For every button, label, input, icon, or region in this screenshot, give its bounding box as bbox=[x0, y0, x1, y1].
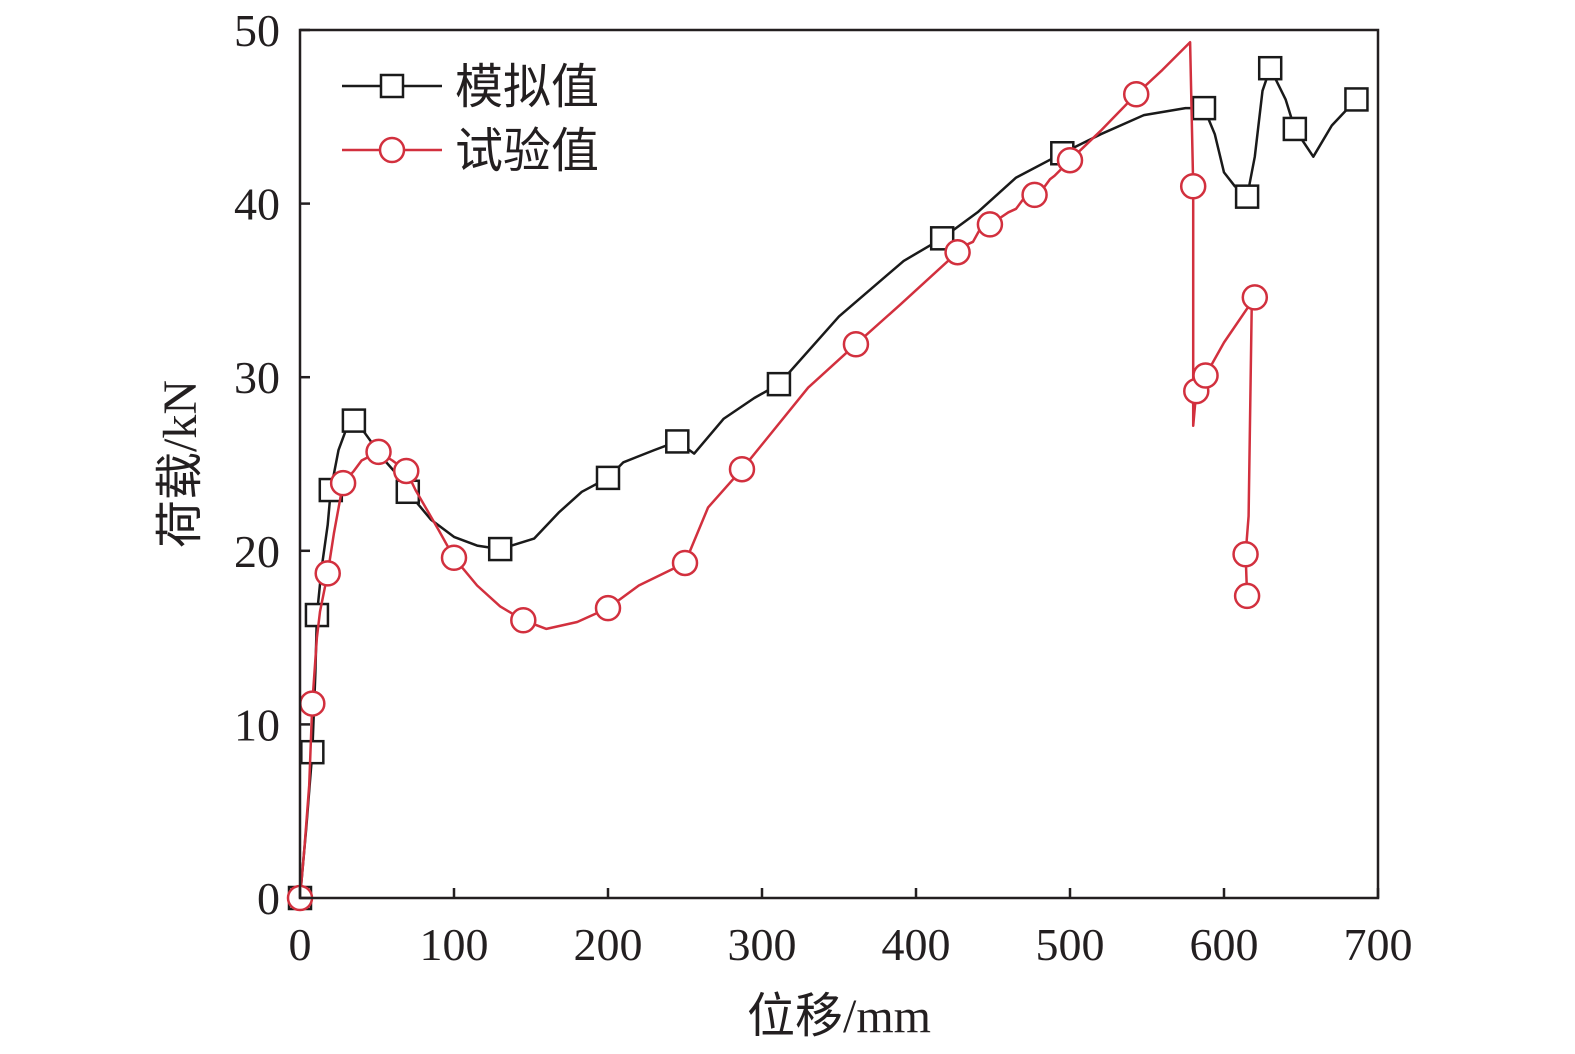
data-point-experimental bbox=[671, 549, 699, 577]
x-tick-label: 700 bbox=[1344, 919, 1413, 970]
legend: 模拟值 试验值 bbox=[342, 61, 599, 178]
x-tick-label: 0 bbox=[289, 919, 312, 970]
legend-label-simulated: 模拟值 bbox=[455, 61, 599, 114]
data-point-experimental bbox=[842, 330, 870, 358]
data-point-simulated bbox=[595, 465, 621, 491]
data-point-experimental bbox=[944, 238, 971, 266]
y-tick-label: 40 bbox=[234, 179, 280, 230]
data-point-experimental bbox=[1179, 172, 1207, 200]
legend-marker-simulated bbox=[379, 73, 405, 99]
data-point-experimental bbox=[1233, 582, 1261, 610]
y-tick-label: 20 bbox=[234, 526, 280, 577]
data-point-simulated bbox=[300, 739, 325, 765]
data-point-simulated bbox=[1191, 95, 1217, 121]
data-point-experimental bbox=[510, 606, 537, 634]
legend-label-experimental: 试验值 bbox=[455, 125, 599, 178]
x-axis-title: 位移/mm bbox=[747, 990, 931, 1043]
data-point-experimental bbox=[329, 469, 357, 497]
data-point-experimental bbox=[1232, 541, 1259, 568]
data-point-experimental bbox=[1021, 181, 1048, 209]
y-axis: 0 10 20 30 40 50 bbox=[234, 5, 310, 924]
data-point-experimental bbox=[1192, 362, 1219, 389]
data-point-simulated bbox=[1257, 55, 1283, 81]
y-tick-label: 30 bbox=[234, 352, 280, 403]
data-point-experimental bbox=[1122, 80, 1150, 108]
data-point-simulated bbox=[304, 602, 330, 628]
x-tick-label: 500 bbox=[1036, 919, 1105, 970]
data-point-simulated bbox=[665, 429, 690, 454]
plot-frame bbox=[298, 28, 1380, 900]
data-point-experimental bbox=[393, 457, 420, 485]
data-point-experimental bbox=[1241, 284, 1269, 311]
data-point-experimental bbox=[976, 211, 1004, 238]
data-point-experimental bbox=[440, 544, 468, 571]
y-tick-label: 50 bbox=[234, 5, 280, 56]
data-point-simulated bbox=[1344, 87, 1369, 112]
data-layer bbox=[286, 40, 1369, 912]
x-axis: 0 100 200 300 400 500 600 700 bbox=[289, 888, 1413, 970]
data-point-experimental bbox=[728, 455, 756, 483]
legend-marker-experimental bbox=[378, 136, 406, 164]
data-point-simulated bbox=[1234, 184, 1260, 209]
data-point-simulated bbox=[1282, 116, 1308, 142]
data-point-experimental bbox=[314, 560, 341, 587]
y-tick-label: 0 bbox=[257, 873, 280, 924]
x-tick-label: 300 bbox=[728, 919, 797, 970]
data-point-simulated bbox=[766, 371, 792, 397]
data-point-experimental bbox=[299, 690, 326, 717]
data-point-experimental bbox=[365, 438, 392, 466]
y-axis-title: 荷载/kN bbox=[154, 380, 207, 548]
x-tick-label: 100 bbox=[420, 919, 489, 970]
y-tick-label: 10 bbox=[234, 699, 280, 750]
x-tick-label: 600 bbox=[1190, 919, 1259, 970]
data-point-experimental bbox=[1056, 146, 1084, 174]
series-line-experimental bbox=[298, 40, 1257, 899]
x-tick-label: 200 bbox=[574, 919, 643, 970]
x-tick-label: 400 bbox=[882, 919, 951, 970]
data-point-experimental bbox=[594, 594, 622, 622]
data-point-simulated bbox=[487, 536, 513, 562]
data-point-simulated bbox=[341, 408, 367, 433]
